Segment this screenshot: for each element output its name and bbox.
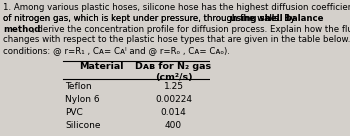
Text: Nylon 6: Nylon 6 (65, 95, 100, 104)
Text: 0.014: 0.014 (161, 108, 187, 117)
Text: Silicone: Silicone (65, 121, 101, 130)
Text: , derive the concentration profile for diffusion process. Explain how the flux: , derive the concentration profile for d… (32, 25, 350, 34)
Text: Material: Material (79, 62, 123, 71)
Text: 0.00224: 0.00224 (155, 95, 192, 104)
Text: Dᴀʙ for N₂ gas
(cm²/s): Dᴀʙ for N₂ gas (cm²/s) (135, 62, 212, 82)
Text: changes with respect to the plastic hose types that are given in the table below: changes with respect to the plastic hose… (3, 35, 350, 44)
Text: conditions: @ r=R₁ , Cᴀ= Cᴀᴵ and @ r=Rₒ , Cᴀ= Cᴀₒ).: conditions: @ r=R₁ , Cᴀ= Cᴀᴵ and @ r=Rₒ … (3, 46, 230, 55)
Text: 1.25: 1.25 (163, 82, 183, 91)
Text: PVC: PVC (65, 108, 83, 117)
Text: method: method (3, 25, 40, 34)
Text: 400: 400 (165, 121, 182, 130)
Text: Teflon: Teflon (65, 82, 92, 91)
Text: using shell balance: using shell balance (230, 14, 323, 23)
Text: of nitrogen gas, which is kept under pressure, through the walls. By: of nitrogen gas, which is kept under pre… (3, 14, 298, 23)
Text: 1. Among various plastic hoses, silicone hose has the highest diffusion coeffici: 1. Among various plastic hoses, silicone… (3, 3, 350, 12)
Text: of nitrogen gas, which is kept under pressure, through the walls. By: of nitrogen gas, which is kept under pre… (3, 14, 298, 23)
